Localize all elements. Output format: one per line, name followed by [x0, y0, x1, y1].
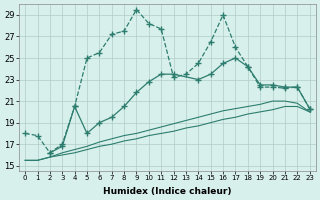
X-axis label: Humidex (Indice chaleur): Humidex (Indice chaleur): [103, 187, 232, 196]
